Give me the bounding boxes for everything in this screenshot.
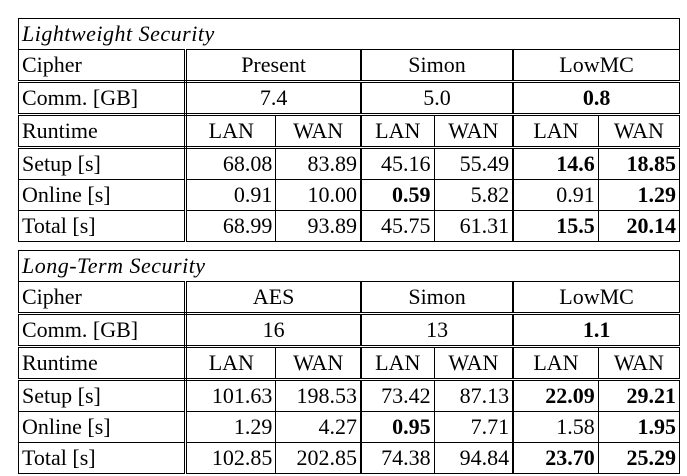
cell-value: 4.27 xyxy=(275,411,362,443)
cell-value: 15.5 xyxy=(512,210,599,242)
cell-value: 198.53 xyxy=(275,379,362,412)
network: LAN xyxy=(359,114,435,149)
cell-value: 61.31 xyxy=(433,210,514,242)
cell-value: 0.91 xyxy=(512,179,599,211)
row-label: Online [s] xyxy=(17,411,188,443)
cell-value: 102.85 xyxy=(185,442,277,474)
data-row: Total [s] 68.99 93.89 45.75 61.31 15.5 20.14 xyxy=(17,210,681,242)
cell-value: 1.58 xyxy=(512,411,599,443)
network: WAN xyxy=(597,114,681,149)
data-row: Setup [s] 101.63 198.53 73.42 87.13 22.09 29.2… xyxy=(17,379,681,412)
network: LAN xyxy=(359,346,435,381)
section: Lightweight Security Cipher Present Simon Lo… xyxy=(17,18,681,242)
network: WAN xyxy=(275,346,362,381)
cell-value: 29.21 xyxy=(597,379,681,412)
section-title: Lightweight Security xyxy=(18,18,680,50)
network: WAN xyxy=(275,114,362,149)
row-label: Setup [s] xyxy=(17,147,188,180)
network: LAN xyxy=(512,346,599,381)
cell-value: 93.89 xyxy=(275,210,362,242)
cell-value: 1.29 xyxy=(597,179,681,211)
cell-value: 5.82 xyxy=(433,179,514,211)
cell-value: 0.95 xyxy=(359,411,435,443)
comm-row: Comm. [GB] 7.4 5.0 0.8 xyxy=(17,81,681,116)
runtime-row: Runtime LAN WAN LAN WAN LAN WAN xyxy=(17,346,681,381)
data-row: Total [s] 102.85 202.85 74.38 94.84 23.70 25.2… xyxy=(17,442,681,474)
title-row: Lightweight Security xyxy=(18,18,680,50)
cipher-name: LowMC xyxy=(512,281,681,315)
network: LAN xyxy=(185,346,277,381)
cipher-name: LowMC xyxy=(512,49,681,83)
cell-value: 45.16 xyxy=(359,147,435,180)
cell-value: 73.42 xyxy=(359,379,435,412)
title-row: Long-Term Security xyxy=(18,250,680,282)
row-label: Comm. [GB] xyxy=(17,313,188,348)
cell-value: 87.13 xyxy=(433,379,514,412)
comm-value: 16 xyxy=(185,313,362,348)
cipher-name: Present xyxy=(185,49,362,83)
network: WAN xyxy=(433,346,514,381)
cell-value: 68.08 xyxy=(185,147,277,180)
cell-value: 1.95 xyxy=(597,411,681,443)
row-label: Setup [s] xyxy=(17,379,188,412)
cell-value: 1.29 xyxy=(185,411,277,443)
cell-value: 83.89 xyxy=(275,147,362,180)
cell-value: 22.09 xyxy=(512,379,599,412)
cell-value: 10.00 xyxy=(275,179,362,211)
cipher-name: Simon xyxy=(359,281,514,315)
network: LAN xyxy=(512,114,599,149)
section-title: Long-Term Security xyxy=(18,250,680,282)
cipher-name: Simon xyxy=(359,49,514,83)
cell-value: 101.63 xyxy=(185,379,277,412)
cell-value: 74.38 xyxy=(359,442,435,474)
row-label: Total [s] xyxy=(17,210,188,242)
comm-value: 0.8 xyxy=(512,81,681,116)
cell-value: 0.91 xyxy=(185,179,277,211)
comm-value: 7.4 xyxy=(185,81,362,116)
cell-value: 18.85 xyxy=(597,147,681,180)
cell-value: 0.59 xyxy=(359,179,435,211)
cipher-name: AES xyxy=(185,281,362,315)
cell-value: 14.6 xyxy=(512,147,599,180)
section: Long-Term Security Cipher AES Simon LowMC Com… xyxy=(17,250,681,474)
cipher-row: Cipher AES Simon LowMC xyxy=(17,281,681,315)
cell-value: 94.84 xyxy=(433,442,514,474)
cell-value: 23.70 xyxy=(512,442,599,474)
data-row: Setup [s] 68.08 83.89 45.16 55.49 14.6 18.85 xyxy=(17,147,681,180)
comm-value: 5.0 xyxy=(359,81,514,116)
cell-value: 25.29 xyxy=(597,442,681,474)
data-row: Online [s] 0.91 10.00 0.59 5.82 0.91 1.29 xyxy=(17,179,681,211)
cell-value: 68.99 xyxy=(185,210,277,242)
runtime-row: Runtime LAN WAN LAN WAN LAN WAN xyxy=(17,114,681,149)
cell-value: 55.49 xyxy=(433,147,514,180)
cell-value: 20.14 xyxy=(597,210,681,242)
comm-value: 1.1 xyxy=(512,313,681,348)
data-row: Online [s] 1.29 4.27 0.95 7.71 1.58 1.95 xyxy=(17,411,681,443)
row-label: Runtime xyxy=(17,114,188,149)
row-label: Cipher xyxy=(17,281,188,315)
row-label: Total [s] xyxy=(17,442,188,474)
network: LAN xyxy=(185,114,277,149)
row-label: Cipher xyxy=(17,49,188,83)
network: WAN xyxy=(433,114,514,149)
comm-value: 13 xyxy=(359,313,514,348)
cell-value: 202.85 xyxy=(275,442,362,474)
comm-row: Comm. [GB] 16 13 1.1 xyxy=(17,313,681,348)
row-label: Comm. [GB] xyxy=(17,81,188,116)
row-label: Runtime xyxy=(17,346,188,381)
cipher-row: Cipher Present Simon LowMC xyxy=(17,49,681,83)
cell-value: 45.75 xyxy=(359,210,435,242)
row-label: Online [s] xyxy=(17,179,188,211)
results-table: Long-Term Security Cipher AES Simon LowMC Com… xyxy=(17,250,681,474)
results-table: Lightweight Security Cipher Present Simon Lo… xyxy=(17,18,681,242)
cell-value: 7.71 xyxy=(433,411,514,443)
network: WAN xyxy=(597,346,681,381)
